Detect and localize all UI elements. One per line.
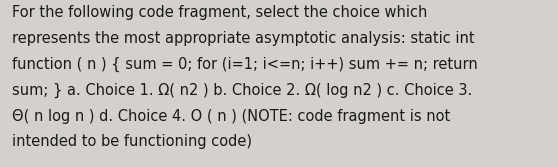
Text: Θ( n log n ) d. Choice 4. O ( n ) (NOTE: code fragment is not: Θ( n log n ) d. Choice 4. O ( n ) (NOTE:… <box>12 109 450 124</box>
Text: sum; } a. Choice 1. Ω( n2 ) b. Choice 2. Ω( log n2 ) c. Choice 3.: sum; } a. Choice 1. Ω( n2 ) b. Choice 2.… <box>12 83 473 98</box>
Text: intended to be functioning code): intended to be functioning code) <box>12 134 252 149</box>
Text: For the following code fragment, select the choice which: For the following code fragment, select … <box>12 5 427 20</box>
Text: represents the most appropriate asymptotic analysis: static int: represents the most appropriate asymptot… <box>12 31 475 46</box>
Text: function ( n ) { sum = 0; for (i=1; i<=n; i++) sum += n; return: function ( n ) { sum = 0; for (i=1; i<=n… <box>12 57 478 72</box>
